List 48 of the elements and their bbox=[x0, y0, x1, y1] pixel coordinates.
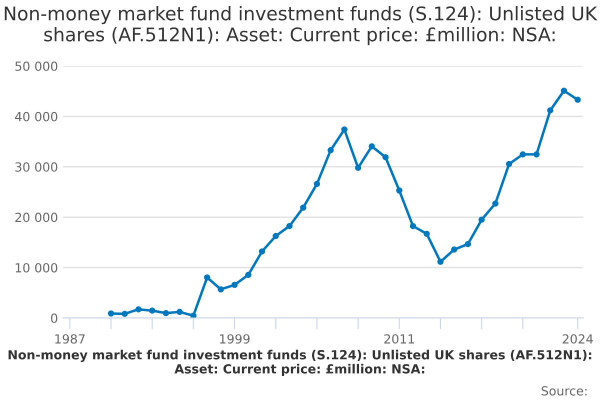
point bbox=[258, 248, 266, 255]
point bbox=[520, 151, 526, 158]
point bbox=[328, 147, 334, 154]
y-tick-label: 40 000 bbox=[15, 112, 58, 122]
point bbox=[574, 96, 581, 103]
point bbox=[382, 154, 389, 160]
point bbox=[122, 310, 128, 317]
point bbox=[286, 222, 293, 230]
point bbox=[560, 88, 568, 94]
point bbox=[149, 307, 156, 314]
y-tick-label: 30 000 bbox=[15, 162, 58, 172]
x-tick-label: 1999 bbox=[220, 334, 250, 344]
point bbox=[135, 306, 142, 312]
x-tick-label: 1987 bbox=[55, 334, 85, 344]
y-tick-label: 50 000 bbox=[15, 61, 58, 71]
point bbox=[547, 107, 554, 114]
chart-title: Non-money market fund investment funds (S.124): Unlisted UK shares (AF.512N1): Asset: Current price: £million: NSA: bbox=[4, 6, 598, 46]
point bbox=[231, 282, 238, 288]
y-tick-label: 10 000 bbox=[16, 263, 58, 273]
x-tick-label: 2024 bbox=[562, 334, 593, 344]
point bbox=[506, 160, 512, 168]
point bbox=[272, 232, 279, 240]
point bbox=[396, 187, 402, 194]
point bbox=[108, 310, 114, 317]
point bbox=[424, 230, 430, 237]
x-tick-label: 2011 bbox=[384, 334, 414, 344]
point bbox=[218, 286, 224, 292]
point bbox=[437, 258, 444, 265]
point bbox=[314, 180, 320, 188]
y-tick-label: 20 000 bbox=[15, 212, 58, 222]
point bbox=[492, 200, 498, 207]
y-tick-label: 0 bbox=[51, 313, 58, 323]
text: Non-money market fund investment funds (S.124): Unlisted UK shares (AF.512N1): Asset: Current price: £million: NSA: bbox=[8, 350, 592, 376]
source-note: Source: bbox=[542, 386, 587, 396]
point bbox=[368, 143, 375, 150]
point bbox=[341, 126, 348, 133]
point bbox=[451, 246, 458, 253]
point bbox=[464, 240, 472, 248]
point bbox=[162, 310, 170, 316]
point bbox=[176, 308, 183, 316]
point bbox=[478, 216, 485, 223]
point bbox=[300, 204, 306, 211]
point bbox=[354, 164, 362, 171]
point bbox=[533, 151, 540, 158]
point bbox=[190, 312, 197, 318]
point bbox=[204, 274, 210, 281]
point bbox=[410, 222, 416, 230]
point bbox=[245, 272, 252, 278]
